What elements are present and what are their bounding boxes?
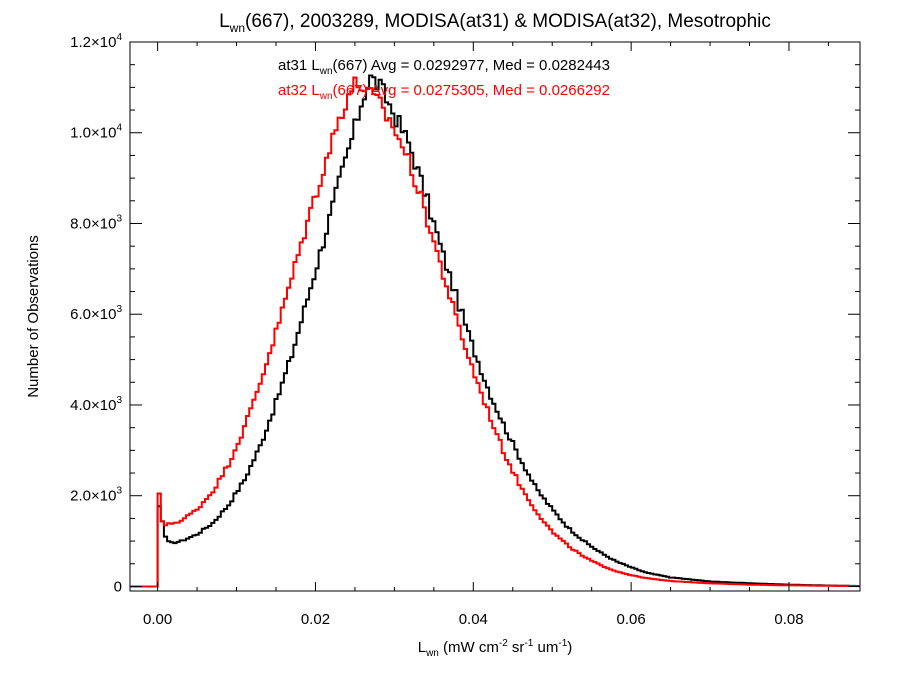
y-tick-mantissa: 0	[114, 578, 122, 595]
y-tick-label: 4.0×103	[70, 395, 122, 414]
chart-title-text: Lwn(667), 2003289, MODISA(at31) & MODISA…	[219, 11, 771, 35]
y-tick-mantissa: 2.0×10	[70, 488, 116, 505]
series-line-at32	[130, 76, 860, 588]
y-tick-mantissa: 6.0×10	[70, 306, 116, 323]
y-tick-exponent: 4	[116, 32, 122, 43]
x-tick-label: 0.06	[617, 611, 646, 628]
y-tick-mantissa: 1.0×10	[70, 125, 116, 142]
legend-entry-at31-part: at31 L	[278, 57, 320, 74]
legend-entry-at32-script: wn	[319, 91, 333, 102]
chart-title-text-part: (667), 2003289, MODISA(at31) & MODISA(at…	[245, 11, 771, 32]
x-axis-label-part: )	[567, 639, 572, 656]
y-tick-exponent: 3	[116, 395, 122, 406]
y-tick-exponent: 3	[116, 486, 122, 497]
y-tick-exponent: 4	[116, 123, 122, 134]
x-tick-label: 0.02	[301, 611, 330, 628]
x-tick-label: 0.04	[459, 611, 488, 628]
chart-title-text-part: L	[219, 11, 230, 32]
y-axis: 02.0×1034.0×1036.0×1038.0×1031.0×1041.2×…	[25, 32, 860, 595]
y-tick-label: 2.0×103	[70, 486, 122, 505]
x-axis-label-sup: -1	[558, 638, 567, 649]
series-layer	[130, 74, 860, 588]
legend-entry-at32-part: at32 L	[278, 82, 320, 99]
y-tick-exponent: 3	[116, 213, 122, 224]
x-tick-label: 0.00	[143, 611, 172, 628]
y-tick-label: 6.0×103	[70, 304, 122, 323]
y-tick-mantissa: 8.0×10	[70, 215, 116, 232]
y-tick-mantissa: 4.0×10	[70, 397, 116, 414]
x-axis-label-part: um	[533, 639, 558, 656]
plot-border	[129, 41, 861, 592]
legend-entry-at31-script: wn	[319, 66, 333, 77]
chart-title-text-script: wn	[229, 21, 245, 35]
x-tick-label: 0.08	[774, 611, 803, 628]
x-axis-label-sup: -2	[499, 638, 508, 649]
y-tick-label: 1.2×104	[70, 32, 122, 51]
x-axis-label-part: (mW cm	[439, 639, 499, 656]
legend-entry-at31: at31 Lwn(667) Avg = 0.0292977, Med = 0.0…	[278, 57, 610, 77]
legend-entry-at31-part: (667) Avg = 0.0292977, Med = 0.0282443	[333, 57, 610, 74]
x-axis-label-part: sr	[508, 639, 525, 656]
y-tick-label: 1.0×104	[70, 123, 122, 142]
y-tick-label: 8.0×103	[70, 213, 122, 232]
y-tick-label: 0	[114, 578, 122, 595]
y-tick-mantissa: 1.2×10	[70, 34, 116, 51]
legend-entry-at32: at32 Lwn(667) Avg = 0.0275305, Med = 0.0…	[278, 82, 610, 102]
y-axis-label: Number of Observations	[25, 235, 42, 398]
plot-frame	[129, 41, 861, 592]
y-tick-exponent: 3	[116, 304, 122, 315]
chart-title: Lwn(667), 2003289, MODISA(at31) & MODISA…	[219, 11, 771, 35]
series-line-at31	[130, 74, 860, 588]
x-axis-label: Lwn (mW cm-2 sr-1 um-1)	[418, 638, 573, 659]
legend-entry-at32-part: (667) Avg = 0.0275305, Med = 0.0266292	[333, 82, 610, 99]
x-axis-label-sup: -1	[524, 638, 533, 649]
x-axis-label-part: L	[418, 639, 426, 656]
x-axis-label-sub: wn	[425, 648, 439, 659]
legend: at31 Lwn(667) Avg = 0.0292977, Med = 0.0…	[278, 57, 610, 102]
